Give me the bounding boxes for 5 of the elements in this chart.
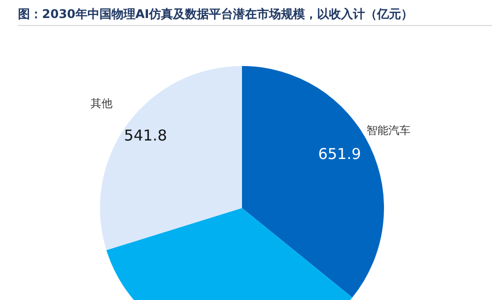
chart-title: 图：2030年中国物理AI仿真及数据平台潜在市场规模，以收入计（亿元） [18,6,414,23]
data-label: 541.8 [124,126,168,145]
slice-label: 其他 [90,96,113,110]
slice-label: 智能汽车 [366,124,411,138]
data-label: 651.9 [318,145,362,164]
